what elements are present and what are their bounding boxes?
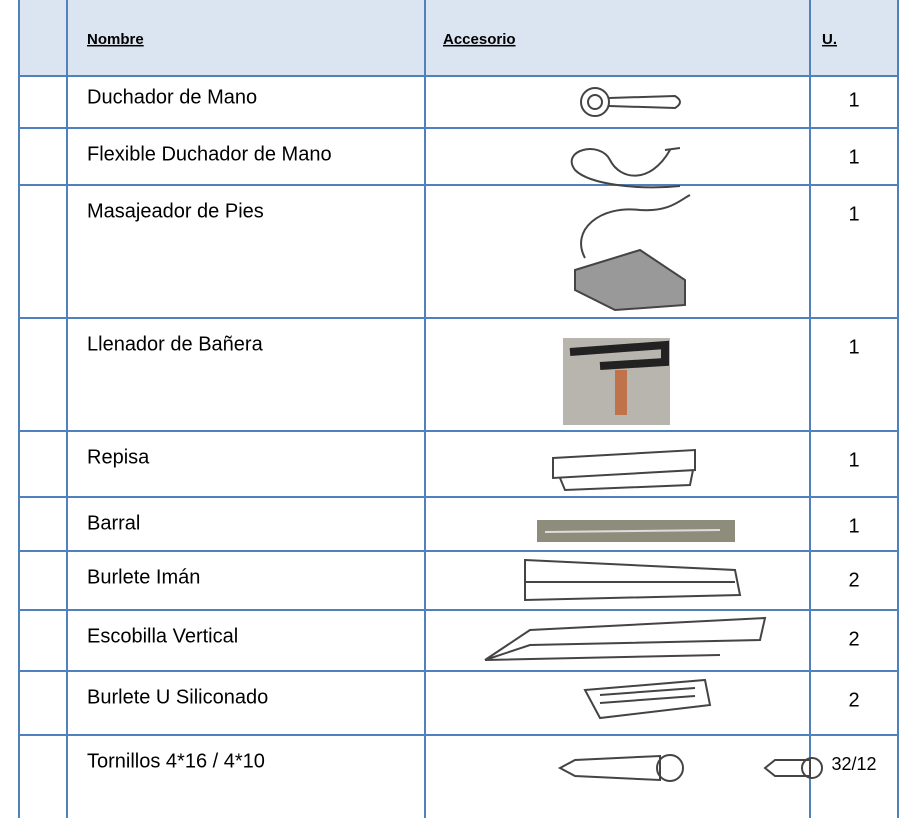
item-name: Tornillos 4*16 / 4*10: [87, 750, 265, 772]
table-grid: [18, 0, 899, 818]
item-units: 1: [848, 146, 859, 168]
item-units: 32/12: [831, 754, 876, 774]
item-units: 2: [848, 628, 859, 650]
item-name: Duchador de Mano: [87, 86, 257, 108]
item-units: 2: [848, 569, 859, 591]
item-name: Repisa: [87, 446, 150, 468]
column-header: Nombre: [87, 31, 144, 48]
item-units: 1: [848, 336, 859, 358]
item-units: 1: [848, 89, 859, 111]
item-name: Masajeador de Pies: [87, 200, 264, 222]
item-name: Burlete U Siliconado: [87, 686, 268, 708]
illustrations: [484, 87, 823, 782]
item-units: 1: [848, 515, 859, 537]
item-units: 1: [848, 449, 859, 471]
item-name: Flexible Duchador de Mano: [87, 143, 332, 165]
item-name: Burlete Imán: [87, 566, 200, 588]
column-header: U.: [822, 31, 837, 48]
item-name: Llenador de Bañera: [87, 333, 264, 355]
item-units: 1: [848, 203, 859, 225]
item-name: Escobilla Vertical: [87, 625, 238, 647]
item-name: Barral: [87, 512, 140, 534]
column-header: Accesorio: [443, 31, 516, 48]
item-units: 2: [848, 689, 859, 711]
header-background: [19, 0, 899, 76]
